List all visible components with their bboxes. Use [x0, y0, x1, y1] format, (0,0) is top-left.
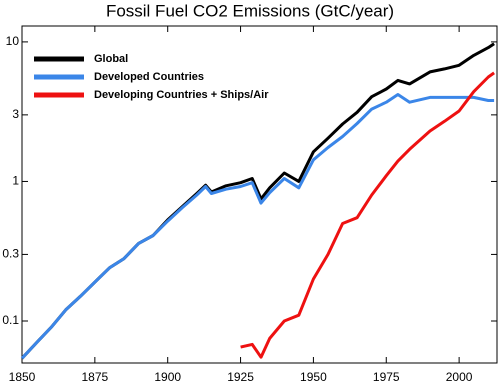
chart-title: Fossil Fuel CO2 Emissions (GtC/year)	[106, 1, 394, 20]
y-tick-label: 1	[12, 174, 19, 188]
legend-label: Global	[94, 53, 128, 65]
x-tick-label: 2000	[446, 370, 473, 384]
series-line	[20, 93, 495, 360]
y-tick-label: 0.1	[2, 313, 19, 327]
y-tick-label: 0.3	[2, 247, 19, 261]
x-tick-label: 1875	[82, 370, 109, 384]
legend-label: Developed Countries	[94, 71, 204, 83]
x-tick-label: 1925	[227, 370, 254, 384]
series-line	[240, 71, 495, 359]
x-tick-label: 1950	[300, 370, 327, 384]
y-tick-label: 10	[6, 34, 20, 48]
x-tick-label: 1900	[154, 370, 181, 384]
plot-frame	[21, 25, 498, 364]
y-tick-label: 3	[12, 107, 19, 121]
x-tick-label: 1850	[9, 370, 36, 384]
legend-label: Developing Countries + Ships/Air	[94, 89, 269, 101]
x-tick-label: 1975	[373, 370, 400, 384]
